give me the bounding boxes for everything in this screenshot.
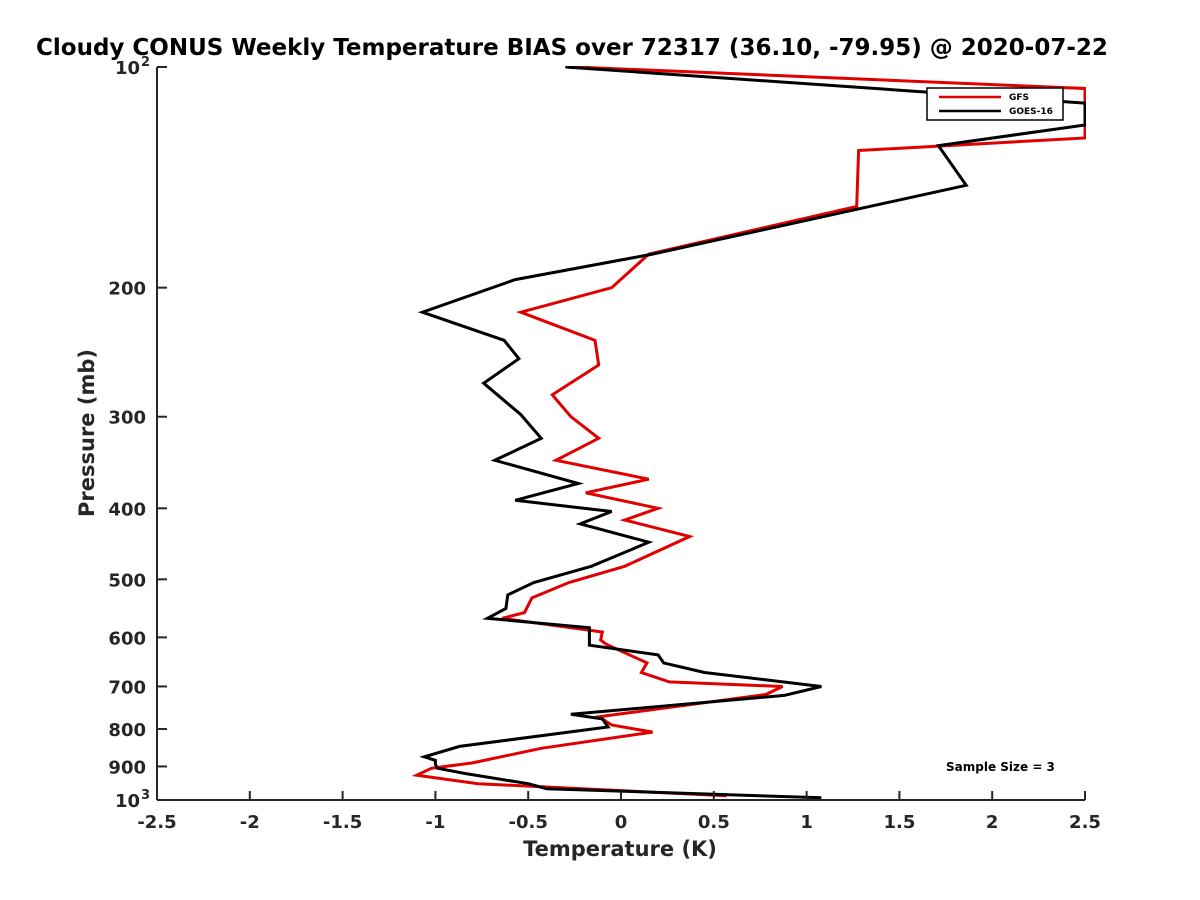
x-tick-label: -0.5 bbox=[509, 812, 548, 833]
y-tick-label: 500 bbox=[108, 570, 146, 591]
legend: GFS GOES-16 bbox=[926, 87, 1064, 121]
x-tick-label: -2.5 bbox=[137, 812, 176, 833]
x-tick-label: 1.5 bbox=[883, 812, 915, 833]
y-tick-exponent: 3 bbox=[141, 788, 150, 803]
x-tick-label: 0 bbox=[615, 812, 628, 833]
x-tick-label: -1 bbox=[425, 812, 445, 833]
x-tick-label: 2.5 bbox=[1069, 812, 1101, 833]
y-tick-label: 10 bbox=[115, 791, 140, 812]
y-tick-label: 200 bbox=[108, 279, 146, 300]
y-tick-label: 300 bbox=[108, 408, 146, 429]
series-line-goes-16 bbox=[417, 65, 1087, 800]
chart-title: Cloudy CONUS Weekly Temperature BIAS ove… bbox=[36, 35, 1108, 61]
x-axis-label: Temperature (K) bbox=[523, 837, 717, 861]
series-layer bbox=[411, 65, 1087, 800]
x-tick-label: 2 bbox=[986, 812, 999, 833]
y-tick-label: 400 bbox=[108, 499, 146, 520]
x-tick-label: 0.5 bbox=[698, 812, 730, 833]
legend-box bbox=[926, 87, 1064, 121]
y-tick-label: 700 bbox=[108, 677, 146, 698]
x-tick-label: 1 bbox=[800, 812, 813, 833]
top-clip-cover bbox=[0, 0, 1200, 66]
y-tick-label: 800 bbox=[108, 720, 146, 741]
y-tick-label: 10 bbox=[115, 58, 140, 79]
plot-area-clip-cover bbox=[1086, 0, 1200, 900]
y-tick-label: 900 bbox=[108, 757, 146, 778]
legend-label: GFS bbox=[1009, 93, 1029, 103]
sample-size-annotation: Sample Size = 3 bbox=[946, 760, 1055, 774]
legend-label: GOES-16 bbox=[1009, 107, 1053, 117]
x-tick-label: -2 bbox=[240, 812, 260, 833]
axes-layer: -2.5 -2 -1.5 -1 -0.5 0 0.5 1 1.5 2 2.510 2200300400… bbox=[0, 0, 1200, 833]
series-line-gfs bbox=[411, 65, 1087, 798]
y-axis-label: Pressure (mb) bbox=[75, 349, 99, 517]
x-tick-label: -1.5 bbox=[323, 812, 362, 833]
y-tick-label: 600 bbox=[108, 628, 146, 649]
y-tick-exponent: 2 bbox=[141, 55, 150, 70]
